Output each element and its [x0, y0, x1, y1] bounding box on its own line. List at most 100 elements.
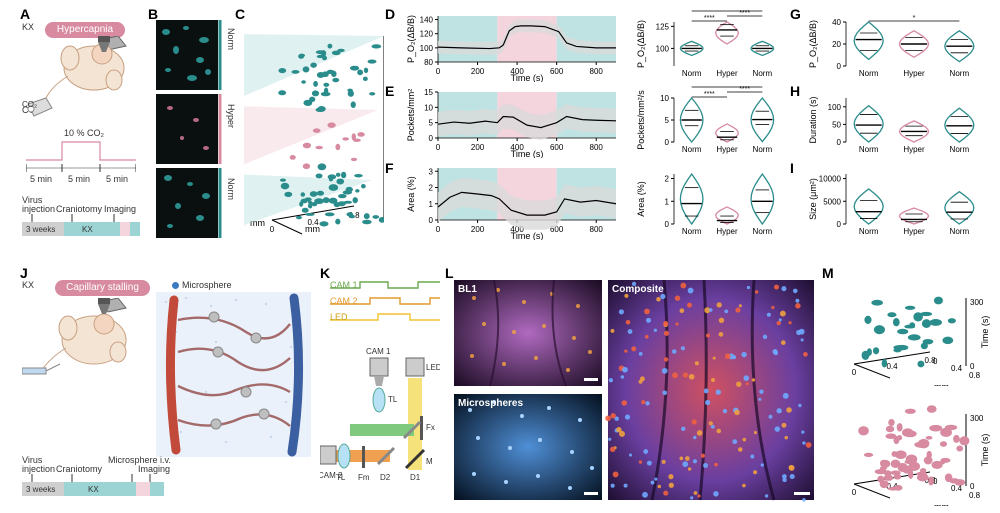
- svg-text:100: 100: [420, 44, 434, 53]
- svg-text:300: 300: [970, 414, 984, 423]
- K-tr1: CAM 1: [330, 280, 358, 290]
- svg-text:15: 15: [424, 88, 433, 97]
- svg-text:800: 800: [590, 225, 604, 234]
- M-3d-top: 030000.40.800.40.8Time (s)mm: [830, 276, 990, 386]
- svg-text:Norm: Norm: [753, 145, 773, 154]
- svg-text:Norm: Norm: [950, 145, 970, 154]
- label-J: J: [20, 265, 28, 281]
- svg-text:1: 1: [429, 200, 434, 209]
- svg-text:Norm: Norm: [682, 69, 702, 78]
- label-I: I: [790, 160, 794, 176]
- svg-text:****: ****: [704, 15, 715, 22]
- svg-text:*: *: [913, 15, 916, 22]
- svg-text:Norm: Norm: [682, 227, 702, 236]
- svg-text:0: 0: [270, 225, 275, 234]
- G-violin: 02040P_O₂(ΔB/B)NormHyperNorm*: [806, 10, 986, 82]
- svg-text:D2: D2: [380, 473, 391, 482]
- L-BL1-image: BL1: [454, 280, 602, 386]
- J-capillary-network: [156, 292, 311, 457]
- svg-text:mm: mm: [305, 224, 320, 234]
- A-tl-img: Imaging: [104, 204, 136, 214]
- label-H: H: [790, 83, 800, 99]
- F-timeseries: 01230200400600800Time (s)Area (%): [404, 162, 622, 240]
- svg-text:0: 0: [429, 216, 434, 225]
- svg-text:0: 0: [436, 143, 441, 152]
- svg-text:P_O₂(ΔB/B): P_O₂(ΔB/B): [808, 20, 818, 68]
- svg-text:10: 10: [660, 94, 669, 103]
- svg-text:80: 80: [424, 58, 433, 67]
- svg-text:CAM 1: CAM 1: [366, 347, 391, 356]
- J-timeline-bar: 3 weeks KX: [22, 474, 172, 500]
- svg-text:3 weeks: 3 weeks: [26, 225, 55, 234]
- L-microspheres-image: Microspheres: [454, 394, 602, 500]
- svg-text:5000: 5000: [823, 197, 841, 206]
- svg-text:Fx: Fx: [426, 423, 435, 432]
- J-tl-img: Imaging: [138, 464, 170, 474]
- I-violin: 0500010000Size (μm²)NormHyperNorm: [806, 162, 986, 240]
- svg-text:10000: 10000: [819, 175, 842, 184]
- svg-text:KX: KX: [88, 485, 99, 494]
- A-timeline-bar: 3 weeks KX: [22, 214, 142, 242]
- svg-text:Norm: Norm: [753, 69, 773, 78]
- F-violin: 012Area (%)NormHyperNorm: [634, 162, 784, 240]
- svg-text:mm: mm: [934, 502, 949, 506]
- svg-text:Time (s): Time (s): [511, 73, 544, 82]
- A-kx-label: KX: [22, 22, 34, 32]
- svg-text:0: 0: [837, 220, 842, 229]
- svg-text:0: 0: [852, 488, 857, 497]
- label-K: K: [320, 265, 330, 281]
- svg-text:0: 0: [665, 138, 670, 147]
- J-mouse-schematic: [22, 298, 152, 418]
- svg-text:1: 1: [665, 197, 670, 206]
- svg-text:Time (s): Time (s): [511, 231, 544, 240]
- A-seg1: 5 min: [30, 174, 52, 184]
- svg-text:****: ****: [722, 86, 733, 88]
- svg-text:Hyper: Hyper: [903, 227, 925, 236]
- svg-text:Time (s): Time (s): [511, 149, 544, 158]
- svg-text:TL: TL: [388, 395, 398, 404]
- svg-text:0: 0: [970, 482, 975, 491]
- svg-text:0.8: 0.8: [969, 491, 981, 500]
- svg-text:D1: D1: [410, 473, 421, 482]
- K-tr2: CAM 2: [330, 296, 358, 306]
- svg-text:Pockets/mm²/s: Pockets/mm²/s: [636, 90, 646, 150]
- svg-text:Duration (s): Duration (s): [808, 96, 818, 143]
- svg-text:2: 2: [665, 175, 670, 184]
- svg-text:Composite: Composite: [612, 284, 664, 295]
- svg-text:0: 0: [970, 362, 975, 371]
- svg-text:800: 800: [590, 143, 604, 152]
- svg-text:BL1: BL1: [458, 284, 477, 295]
- A-seg3: 5 min: [106, 174, 128, 184]
- svg-text:CAM 2: CAM 2: [320, 471, 343, 480]
- svg-text:Norm: Norm: [682, 145, 702, 154]
- A-co2-conc: 10 % CO₂: [64, 128, 104, 138]
- svg-text:0.4: 0.4: [951, 364, 963, 373]
- label-L: L: [445, 265, 454, 281]
- B-image-stack: [156, 20, 228, 240]
- B-lab-hyper: Hyper: [226, 104, 236, 128]
- svg-text:0.4: 0.4: [886, 362, 898, 371]
- svg-text:200: 200: [471, 67, 485, 76]
- svg-text:10: 10: [424, 103, 433, 112]
- svg-text:Norm: Norm: [950, 227, 970, 236]
- M-3d-bottom: 030000.40.800.40.8Time (s)mm: [830, 392, 990, 506]
- svg-text:600: 600: [550, 143, 564, 152]
- D-timeseries: 801001201400200400600800Time (s)P_O₂(ΔB/…: [404, 10, 622, 82]
- svg-text:120: 120: [420, 30, 434, 39]
- label-E: E: [385, 83, 394, 99]
- svg-text:100: 100: [656, 44, 670, 53]
- H-violin: 050100Duration (s)NormHyperNorm: [806, 86, 986, 158]
- svg-text:0: 0: [837, 138, 842, 147]
- svg-text:5: 5: [665, 116, 670, 125]
- label-D: D: [385, 6, 395, 22]
- svg-text:0: 0: [436, 225, 441, 234]
- svg-text:Microspheres: Microspheres: [458, 398, 523, 409]
- svg-text:mm: mm: [934, 382, 949, 386]
- svg-text:0.8: 0.8: [969, 371, 981, 380]
- svg-text:0: 0: [429, 134, 434, 143]
- svg-text:****: ****: [704, 91, 715, 98]
- svg-text:****: ****: [722, 10, 733, 12]
- A-mouse-schematic: CO₂: [22, 36, 142, 126]
- label-F: F: [385, 160, 394, 176]
- J-tl-cran: Craniotomy: [56, 464, 102, 474]
